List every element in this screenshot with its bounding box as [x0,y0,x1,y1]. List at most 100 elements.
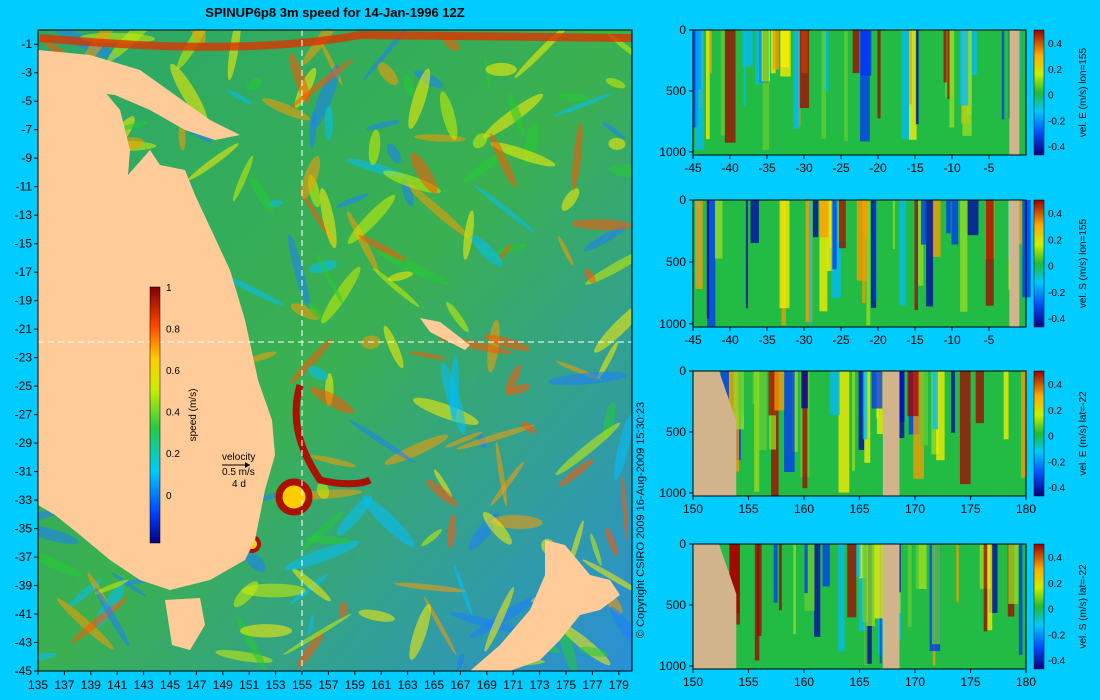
section-stripe [949,30,955,128]
section-stripe [745,200,749,309]
section-stripe [784,371,795,473]
section-stripe [918,544,927,589]
section-colorbar-tick-label: 0.4 [1048,209,1062,220]
map-eddy-streak [498,243,512,260]
section-y-tick-label: 500 [666,255,686,269]
map-eddy-streak [449,612,522,634]
map-eddy-streak [555,422,621,476]
map-eddy-streak [309,387,355,414]
map-eddy-streak [421,529,443,547]
map-eddy-streak [597,340,619,379]
map-eddy-streak [456,653,464,671]
section-x-tick-label: -15 [906,161,924,175]
map-eddy-streak [227,90,253,105]
section-colorbar-tick-label: -0.4 [1048,483,1066,494]
map-y-tick-label: -27 [15,408,33,422]
section-y-tick-label: 0 [679,537,686,551]
section-panels: -45 -40 -35 -30 -25 -20 -15 -10 -5 0 500 1000 0.4 0.2… [659,23,1089,689]
section-stripe [829,371,840,416]
section-colorbar-tick-label: 0.2 [1048,579,1062,590]
map-eddy-streak [95,579,129,594]
map-eddy-streak [188,143,239,181]
map-eddy-streak [233,581,259,608]
map-eddy-streak [601,121,626,139]
map-eddy-streak [582,559,632,597]
section-stripe [714,200,723,259]
section-colorbar-label: vel. E (m/s) lon=155 [1078,47,1089,137]
map-eddy-streak [585,246,632,285]
map-eddy-streak [439,91,458,141]
section-stripe [695,200,703,290]
map-eddy-streak [443,36,460,51]
section-stripe [844,30,848,142]
map-y-tick-label: -43 [15,636,33,650]
map-x-tick-label: 173 [530,678,550,692]
map-eddy-streak [316,482,330,499]
section-stripe [799,30,810,109]
map-eddy-streak [403,74,414,97]
map-x-tick-label: 139 [81,678,101,692]
section-x-tick-label: -20 [869,161,887,175]
map-y-tick-label: -21 [15,322,33,336]
map-eddy-streak [178,122,186,151]
map-eddy-streak [292,568,331,602]
map-eddy-streak [473,184,536,234]
section-stripe [1021,371,1027,478]
section-stripe [936,371,945,461]
map-eddy-streak [426,479,458,507]
section-colorbar-tick-label: -0.4 [1048,656,1066,667]
map-eddy-streak [296,631,324,668]
map-eddy-streak [284,540,360,571]
land-new-guinea [38,50,240,140]
map-eddy-streak [336,495,373,536]
map-eddy-streak [111,572,147,597]
section-stripe [862,200,868,237]
section-stripe [943,30,947,83]
section-colorbar-tick-label: 0.2 [1048,406,1062,417]
section-stripe [720,30,726,136]
map-eddy-streak [394,582,467,593]
map-eddy-streak [176,30,211,70]
map-x-tick-label: 161 [371,678,391,692]
map-x-tick-label: 167 [450,678,470,692]
section-stripe [738,371,745,416]
section-stripe [802,371,808,489]
map-equatorial-current [39,30,632,51]
map-panel: 135 137 139 141 143 145 147 149 151 153 155 157 159 1… [15,29,633,692]
map-eddy-streak [321,266,361,324]
map-eddy-streak [584,269,596,284]
section-stripe [956,544,959,603]
map-eddy-ring [275,478,313,516]
map-eddy-streak [56,598,114,650]
section-stripe [729,544,740,614]
map-eddy-streak [245,552,266,572]
section-stripe [804,544,808,594]
map-eddy-streak [307,366,329,381]
section-colorbar-tick-label: 0.2 [1048,235,1062,246]
section-stripe [975,371,984,424]
section-colorbar-tick-label: -0.4 [1048,142,1066,153]
section-colorbar-tick-label: 0.4 [1048,553,1062,564]
map-eddy-streak [557,93,589,102]
section-stripe [862,544,869,623]
speed-colorbar-ticks: 1 0.8 0.6 0.4 0.2 0 [166,283,180,502]
section-x-tick-label: -5 [984,333,995,347]
section-x-tick-label: -30 [795,333,813,347]
section-y-tick-label: 1000 [659,145,686,159]
map-eddy-streak [490,461,525,507]
section-x-tick-label: 165 [849,502,869,516]
map-y-tick-label: -1 [21,37,32,51]
section-land [693,371,737,496]
map-y-tick-label: -11 [16,180,33,194]
map-eddy-streak [347,194,396,244]
map-eddy-streak [410,152,438,194]
section-stripe [709,30,712,74]
map-eddy-streak [456,424,535,450]
speed-colorbar [149,286,161,544]
section-y-tick-label: 0 [679,23,686,37]
map-y-tick-label: -45 [15,664,33,678]
section-x-tick-label: 150 [683,502,703,516]
map-x-tick-label: 143 [134,678,154,692]
map-y-tick-label: -13 [15,208,33,222]
section-stripe [967,200,979,236]
